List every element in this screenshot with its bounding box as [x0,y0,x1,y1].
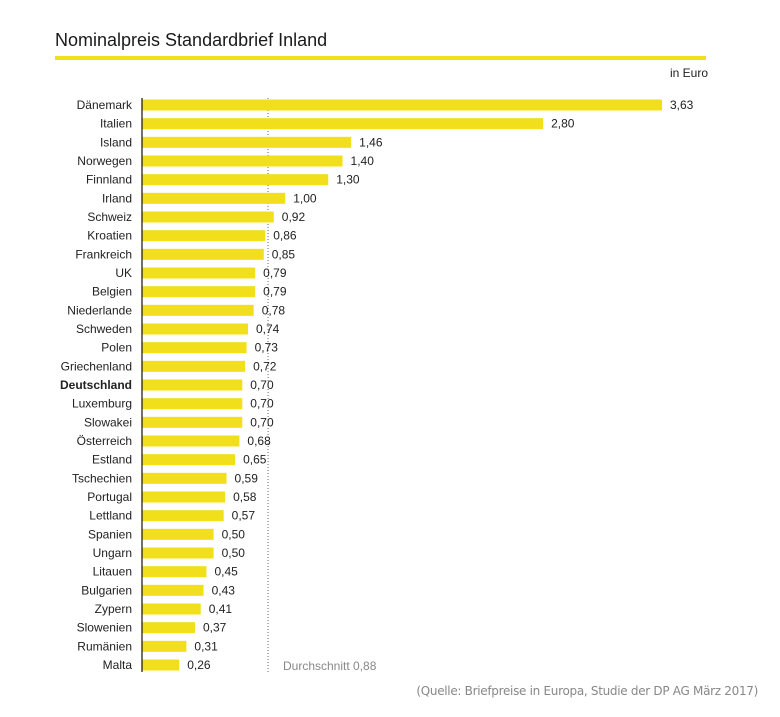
category-label: Finnland [86,173,132,187]
value-label: 0,41 [209,602,233,616]
category-label: Island [100,135,132,149]
bar [142,528,214,540]
bar [142,379,243,391]
bar [142,435,240,447]
value-label: 0,43 [212,583,236,597]
category-label: Norwegen [77,154,132,168]
value-label: 0,58 [233,490,257,504]
value-label: 0,72 [253,359,277,373]
category-label: UK [115,266,132,280]
value-label: 0,74 [256,322,280,336]
value-label: 0,68 [247,434,271,448]
bar [142,192,286,204]
category-label: Griechenland [61,359,132,373]
value-label: 0,70 [250,378,274,392]
title-underline [55,56,706,60]
category-label: Portugal [87,490,132,504]
category-label: Österreich [77,434,132,448]
category-label: Polen [101,341,132,355]
value-label: 0,85 [272,247,296,261]
category-label: Malta [103,658,133,672]
category-label: Slowakei [84,415,132,429]
value-label: 0,59 [235,471,259,485]
category-label: Litauen [93,565,132,579]
value-label: 0,73 [255,341,279,355]
category-label: Estland [92,453,132,467]
value-label: 0,50 [222,527,246,541]
category-label: Spanien [88,527,132,541]
bar [142,398,243,410]
source-note: (Quelle: Briefpreise in Europa, Studie d… [416,684,758,698]
value-label: 0,70 [250,397,274,411]
value-label: 0,50 [222,546,246,560]
value-label: 0,86 [273,229,297,243]
category-label: Rumänien [77,639,132,653]
category-label: Tschechien [72,471,132,485]
bar [142,286,256,298]
category-label: Frankreich [75,247,132,261]
category-label: Belgien [92,285,132,299]
category-label: Bulgarien [81,583,132,597]
value-label: 0,79 [263,266,287,280]
value-label: 0,78 [262,303,286,317]
category-label: Schweden [76,322,132,336]
bar [142,304,254,316]
value-label: 1,40 [351,154,375,168]
value-label: 0,37 [203,621,227,635]
category-label: Schweiz [87,210,132,224]
bar [142,640,187,652]
bar [142,211,274,223]
category-label: Lettland [89,509,132,523]
bar [142,136,352,148]
bar [142,491,226,503]
bar [142,155,343,167]
category-label: Irland [102,191,132,205]
value-label: 0,79 [263,285,287,299]
bar [142,547,214,559]
bar [142,659,180,671]
bar [142,603,201,615]
unit-label: in Euro [669,66,708,80]
value-label: 3,63 [670,98,694,112]
category-label: Ungarn [93,546,132,560]
value-label: 0,57 [232,509,256,523]
value-label: 0,65 [243,453,267,467]
bar [142,472,227,484]
category-label: Slowenien [77,621,132,635]
category-label: Niederlande [67,303,132,317]
category-label: Dänemark [77,98,133,112]
value-label: 2,80 [551,117,575,131]
bar [142,360,246,372]
value-label: 1,00 [293,191,317,205]
bar [142,99,662,111]
bar [142,323,249,335]
average-label: Durchschnitt 0,88 [283,659,377,673]
category-label: Kroatien [87,229,132,243]
category-label: Luxemburg [72,397,132,411]
value-label: 0,70 [250,415,274,429]
bar [142,174,329,186]
bar [142,566,207,578]
category-label: Zypern [95,602,132,616]
bar [142,267,256,279]
bar [142,622,196,634]
category-label: Deutschland [60,378,132,392]
bar [142,230,266,242]
value-label: 0,92 [282,210,306,224]
bar [142,510,224,522]
value-label: 0,31 [194,639,218,653]
category-label: Italien [100,117,132,131]
value-label: 0,26 [187,658,211,672]
bar [142,454,236,466]
value-label: 1,30 [336,173,360,187]
bar [142,248,264,260]
bar [142,584,204,596]
bar [142,416,243,428]
chart-title: Nominalpreis Standardbrief Inland [55,30,328,50]
value-label: 0,45 [214,565,238,579]
value-label: 1,46 [359,135,383,149]
bar [142,118,544,130]
bar [142,342,247,354]
